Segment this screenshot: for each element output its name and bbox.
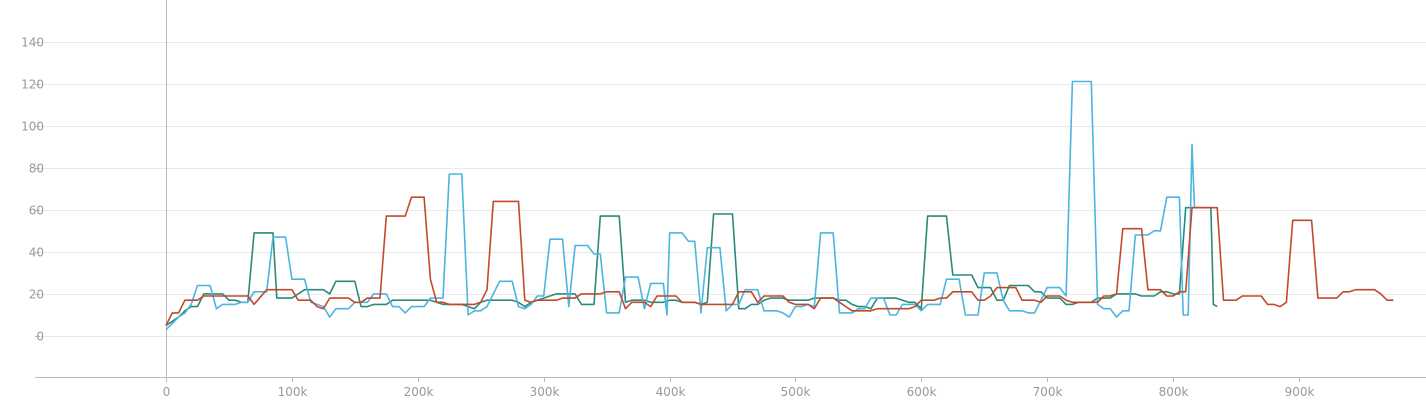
y-tick-label: 20 — [29, 288, 44, 302]
series-line-1 — [165, 206, 1218, 327]
x-tick-label: 700k — [1033, 385, 1063, 399]
y-tick-label: 140 — [21, 36, 44, 50]
x-tick-label: 800k — [1159, 385, 1189, 399]
axes — [40, 0, 1426, 378]
x-tick-label: 500k — [781, 385, 811, 399]
x-tick-label: 100k — [278, 385, 308, 399]
y-tick-label: 100 — [21, 120, 44, 134]
y-tick-label: 80 — [29, 162, 44, 176]
y-tick-label: 40 — [29, 246, 44, 260]
x-tick-label: 200k — [404, 385, 434, 399]
series-group — [165, 80, 1394, 331]
y-tick-labels: 0 20 40 60 80 100 120 140 — [21, 36, 44, 344]
x-tick-label: 400k — [656, 385, 686, 399]
y-tick-label: 120 — [21, 78, 44, 92]
x-tick-labels: 0 100k 200k 300k 400k 500k 600k 700k 800k 900k — [163, 385, 1315, 399]
series-line-3 — [165, 196, 1394, 326]
x-tick-label: 900k — [1285, 385, 1315, 399]
series-line-2 — [165, 80, 1205, 331]
x-tick-label: 300k — [530, 385, 560, 399]
y-tick-label: 0 — [36, 330, 44, 344]
x-tick-label: 0 — [163, 385, 171, 399]
x-tick-label: 600k — [907, 385, 937, 399]
y-tick-label: 60 — [29, 204, 44, 218]
